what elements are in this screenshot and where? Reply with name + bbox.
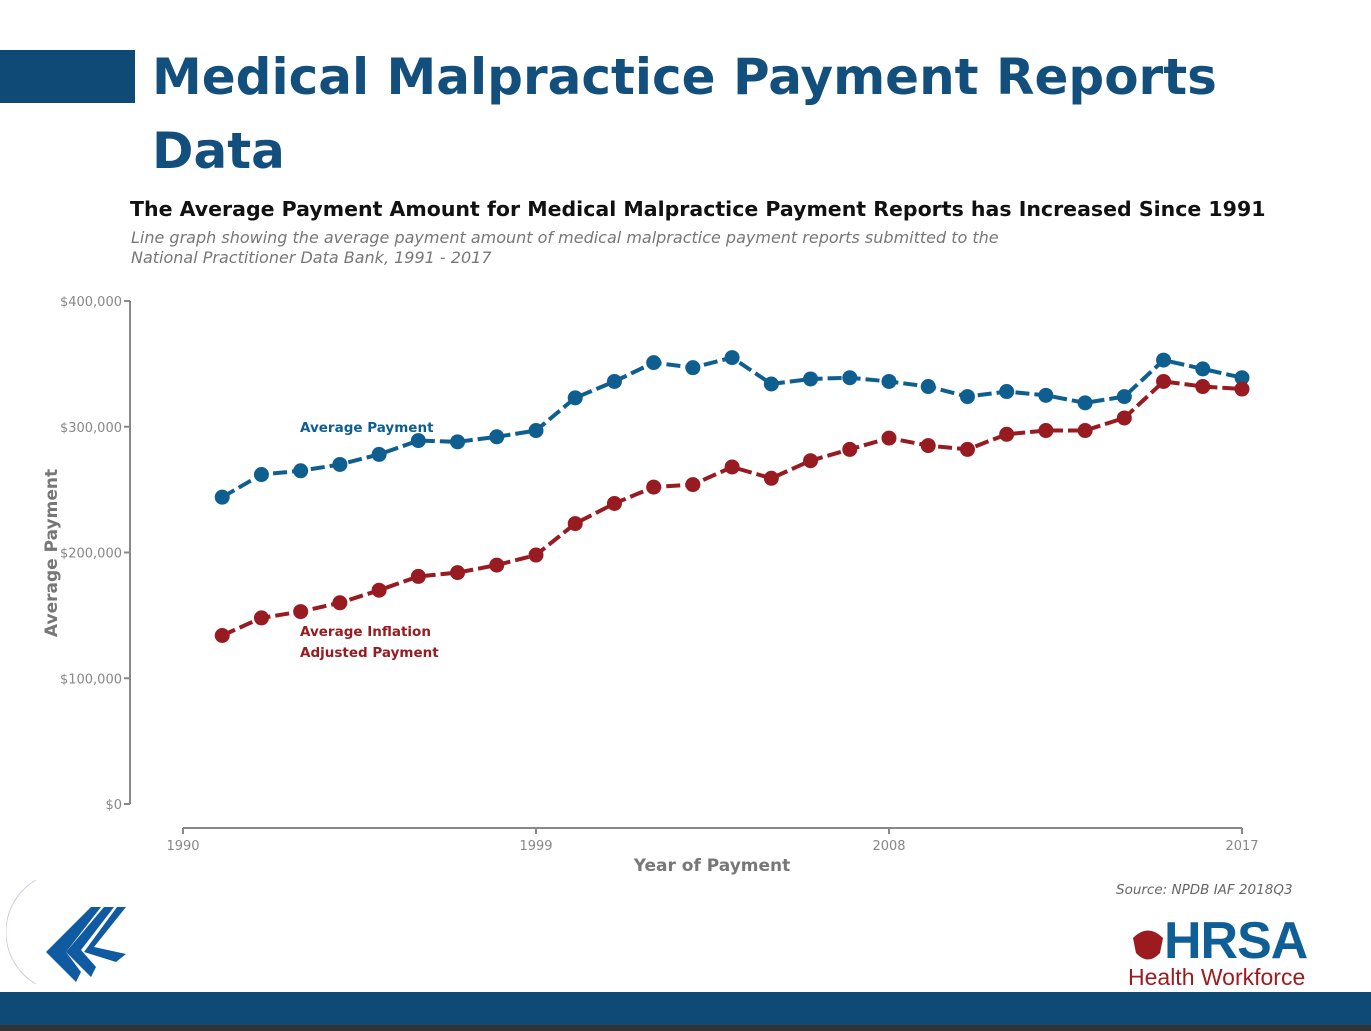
data-point: [371, 582, 387, 598]
data-point: [606, 373, 622, 389]
y-tick-label: $0: [105, 798, 122, 813]
x-tick-label: 2017: [1225, 839, 1258, 854]
data-point: [763, 376, 779, 392]
y-tick-label: $200,000: [60, 547, 122, 562]
data-point: [1234, 370, 1250, 386]
data-point: [842, 441, 858, 457]
data-point: [803, 453, 819, 469]
data-point: [1156, 352, 1172, 368]
footer-edge: [0, 1025, 1371, 1031]
y-axis-title: Average Payment: [42, 469, 62, 637]
data-point: [685, 360, 701, 376]
data-point: [920, 438, 936, 454]
y-tick-label: $400,000: [60, 295, 122, 310]
data-point: [920, 379, 936, 395]
data-point: [1038, 423, 1054, 439]
data-point: [959, 441, 975, 457]
y-tick-label: $100,000: [60, 672, 122, 687]
data-point: [763, 470, 779, 486]
data-point: [410, 433, 426, 449]
series-label-average-payment: Average Payment: [300, 420, 434, 436]
data-point: [253, 610, 269, 626]
data-point: [253, 467, 269, 483]
data-point: [724, 459, 740, 475]
data-point: [1077, 423, 1093, 439]
data-point: [1234, 381, 1250, 397]
x-axis-title: Year of Payment: [633, 856, 791, 876]
data-point: [999, 384, 1015, 400]
data-point: [450, 434, 466, 450]
data-point: [214, 489, 230, 505]
data-point: [881, 373, 897, 389]
data-point: [567, 390, 583, 406]
data-point: [724, 350, 740, 366]
x-tick-label: 2008: [872, 839, 905, 854]
data-point: [528, 547, 544, 563]
series-label-inflation-adjusted-line2: Adjusted Payment: [300, 645, 439, 661]
x-tick-label: 1990: [166, 839, 199, 854]
data-point: [332, 595, 348, 611]
data-point: [959, 389, 975, 405]
chart-description: Line graph showing the average payment a…: [131, 228, 999, 267]
hrsa-emblem-icon: [1133, 930, 1163, 960]
data-point: [489, 429, 505, 445]
data-point: [528, 423, 544, 439]
data-point: [606, 495, 622, 511]
data-point: [1077, 395, 1093, 411]
source-note: Source: NPDB IAF 2018Q3: [1116, 882, 1293, 898]
data-point: [1116, 389, 1132, 405]
data-point: [685, 477, 701, 493]
chart-title: The Average Payment Amount for Medical M…: [130, 197, 1266, 221]
data-point: [1156, 373, 1172, 389]
y-tick-label: $300,000: [60, 421, 122, 436]
data-point: [450, 565, 466, 581]
hrsa-wordmark: HRSA: [1164, 912, 1308, 970]
series-label-inflation-adjusted-line1: Average Inflation: [300, 624, 431, 640]
data-point: [646, 355, 662, 371]
data-point: [881, 430, 897, 446]
data-point: [803, 371, 819, 387]
data-point: [371, 446, 387, 462]
data-point: [1038, 387, 1054, 403]
data-point: [1195, 361, 1211, 377]
data-point: [999, 426, 1015, 442]
data-point: [410, 568, 426, 584]
data-point: [1116, 410, 1132, 426]
hrsa-subtitle: Health Workforce: [1128, 964, 1306, 990]
footer-bar: [0, 992, 1371, 1025]
data-point: [567, 516, 583, 532]
data-point: [332, 456, 348, 472]
hrsa-logo: HRSA Health Workforce: [1126, 912, 1356, 990]
data-point: [1195, 379, 1211, 395]
title-accent-bar: [0, 50, 135, 103]
hhs-logo: [6, 879, 126, 985]
page-title: Medical Malpractice Payment Reports Data: [152, 48, 1217, 180]
data-point: [489, 557, 505, 573]
line-chart: $0 $100,000 $200,000 $300,000 $400,000 1990 19…: [42, 295, 1259, 876]
data-point: [842, 370, 858, 386]
data-point: [293, 604, 309, 620]
data-point: [646, 479, 662, 495]
x-tick-label: 1999: [519, 839, 552, 854]
data-point: [293, 463, 309, 479]
data-point: [214, 627, 230, 643]
